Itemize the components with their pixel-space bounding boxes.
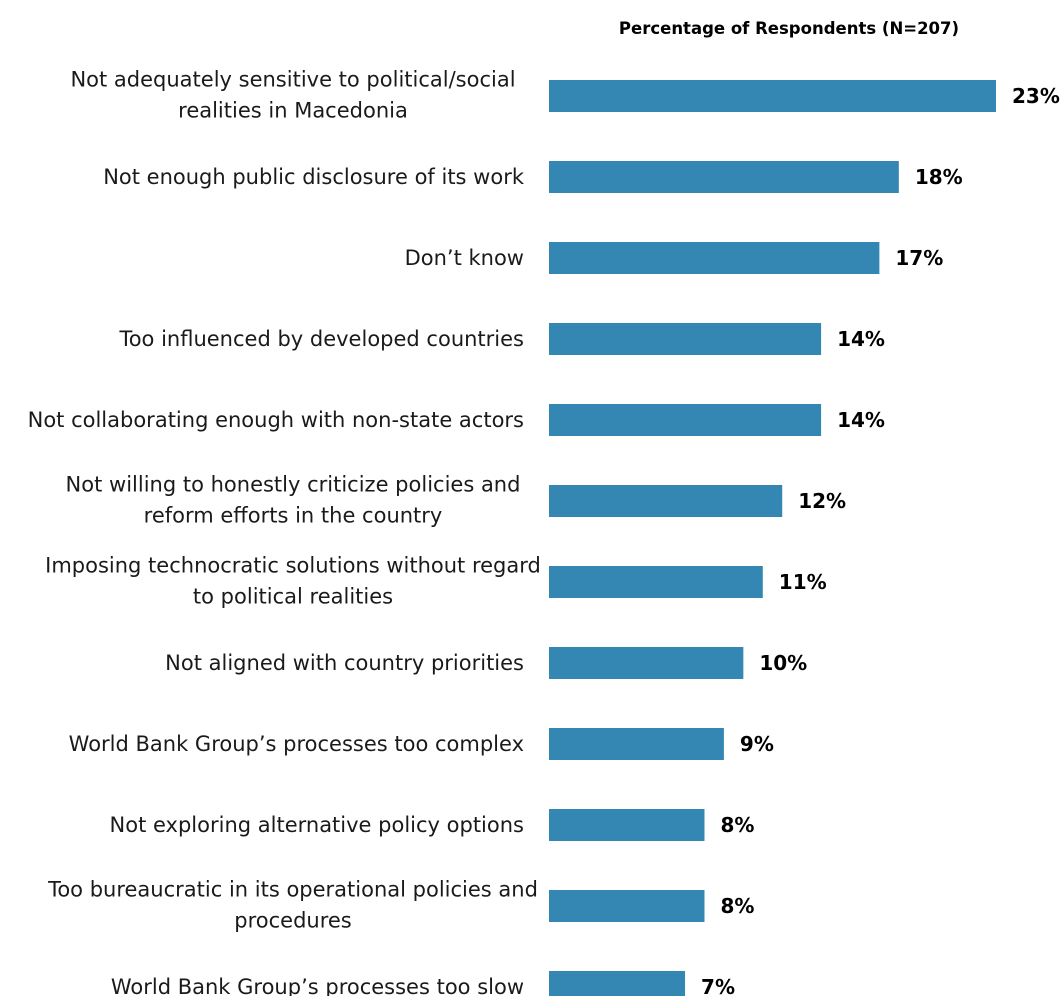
category-label-1: Not enough public disclosure of its work [103, 165, 525, 189]
category-label-10-line-1: procedures [234, 909, 352, 933]
bar-8 [549, 728, 724, 760]
value-label-3: 14% [837, 327, 885, 351]
category-label-6-line-1: to political realities [193, 585, 393, 609]
bar-7 [549, 647, 744, 679]
bar-2 [549, 242, 880, 274]
value-label-11: 7% [701, 975, 735, 996]
bar-4 [549, 404, 822, 436]
value-label-4: 14% [837, 408, 885, 432]
bars-layer: 23% Not adequately sensitive to political… [28, 68, 1060, 996]
category-label-7: Not aligned with country priorities [165, 651, 524, 675]
bar-5 [549, 485, 783, 517]
value-label-2: 17% [895, 246, 943, 270]
value-label-0: 23% [1012, 84, 1060, 108]
value-label-10: 8% [720, 894, 754, 918]
chart-title: Percentage of Respondents (N=207) [619, 19, 959, 38]
category-label-11: World Bank Group’s processes too slow [111, 975, 524, 996]
category-label-10-line-0: Too bureaucratic in its operational poli… [47, 878, 538, 902]
category-label-2: Don’t know [405, 246, 524, 270]
category-label-6-line-0: Imposing technocratic solutions without … [45, 554, 541, 578]
bar-3 [549, 323, 822, 355]
bar-9 [549, 809, 705, 841]
category-label-8: World Bank Group’s processes too complex [69, 732, 524, 756]
bar-11 [549, 971, 686, 996]
bar-10 [549, 890, 705, 922]
bar-6 [549, 566, 763, 598]
value-label-8: 9% [740, 732, 774, 756]
category-label-9: Not exploring alternative policy options [110, 813, 524, 837]
category-label-3: Too influenced by developed countries [118, 327, 524, 351]
category-label-4: Not collaborating enough with non-state … [28, 408, 524, 432]
value-label-5: 12% [798, 489, 846, 513]
category-label-5-line-1: reform efforts in the country [144, 504, 443, 528]
category-label-0-line-0: Not adequately sensitive to political/so… [70, 68, 515, 92]
category-label-0-line-1: realities in Macedonia [178, 99, 408, 123]
bar-1 [549, 161, 899, 193]
category-label-5-line-0: Not willing to honestly criticize polici… [66, 473, 521, 497]
value-label-9: 8% [720, 813, 754, 837]
bar-0 [549, 80, 996, 112]
value-label-6: 11% [779, 570, 827, 594]
value-label-7: 10% [759, 651, 807, 675]
value-label-1: 18% [915, 165, 963, 189]
